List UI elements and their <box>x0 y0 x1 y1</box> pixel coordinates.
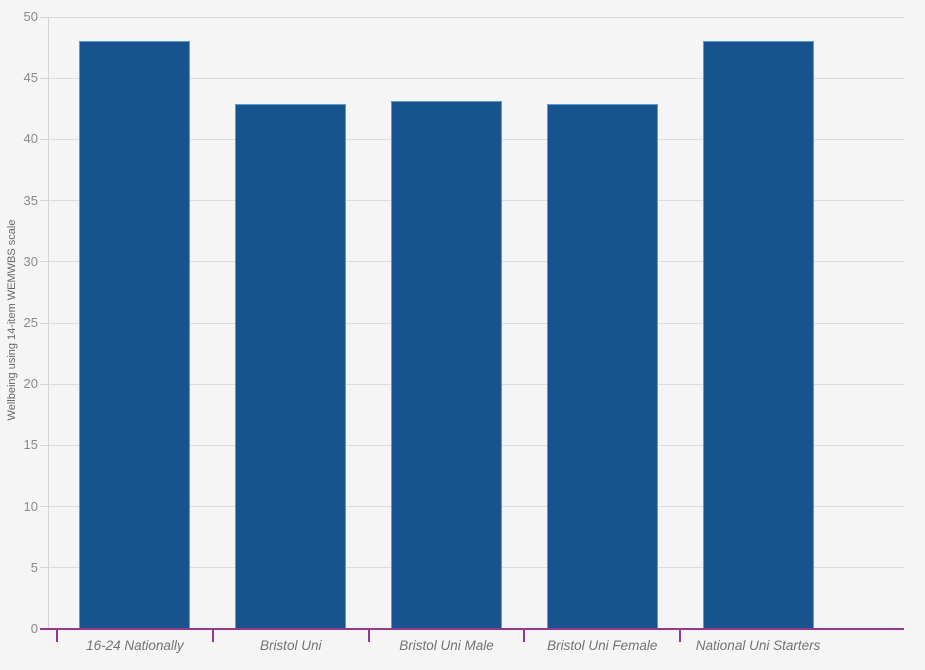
x-tick <box>523 629 526 642</box>
y-tick <box>40 77 49 79</box>
y-tick-label: 25 <box>23 315 38 330</box>
x-axis-label: Bristol Uni Male <box>399 638 494 653</box>
gridline <box>48 16 904 18</box>
y-tick-label: 5 <box>30 559 38 575</box>
y-tick <box>40 444 49 446</box>
y-tick <box>40 16 49 18</box>
y-tick <box>40 261 49 263</box>
x-tick <box>679 629 682 642</box>
y-tick-label: 45 <box>23 70 38 86</box>
x-axis-label: National Uni Starters <box>695 638 821 653</box>
y-tick-label: 10 <box>23 498 38 514</box>
y-tick-label: 15 <box>23 437 38 453</box>
y-tick-label: 35 <box>23 192 38 208</box>
y-tick-label: 40 <box>23 131 38 147</box>
y-axis-line <box>48 17 49 629</box>
y-tick <box>40 506 49 508</box>
bar[interactable] <box>702 41 814 629</box>
y-tick-label: 30 <box>23 253 38 269</box>
y-tick-label: 20 <box>23 376 38 392</box>
x-axis-label: Bristol Uni <box>259 638 322 653</box>
y-tick-label: 0 <box>30 621 38 636</box>
x-tick <box>367 629 370 642</box>
bar[interactable] <box>235 103 347 629</box>
x-axis-label: Bristol Uni Female <box>547 638 658 653</box>
y-tick <box>40 200 49 202</box>
y-tick <box>40 322 49 324</box>
y-tick <box>40 383 49 385</box>
bar[interactable] <box>79 41 191 629</box>
x-tick <box>56 629 58 642</box>
x-axis-label: 16-24 Nationally <box>86 638 184 653</box>
bar[interactable] <box>391 101 502 629</box>
x-tick <box>211 629 214 642</box>
y-tick <box>40 567 49 569</box>
y-tick-label: 50 <box>23 9 38 24</box>
x-axis-line <box>40 628 904 630</box>
y-tick <box>40 138 49 140</box>
gridline <box>48 77 904 79</box>
bar[interactable] <box>546 103 658 629</box>
